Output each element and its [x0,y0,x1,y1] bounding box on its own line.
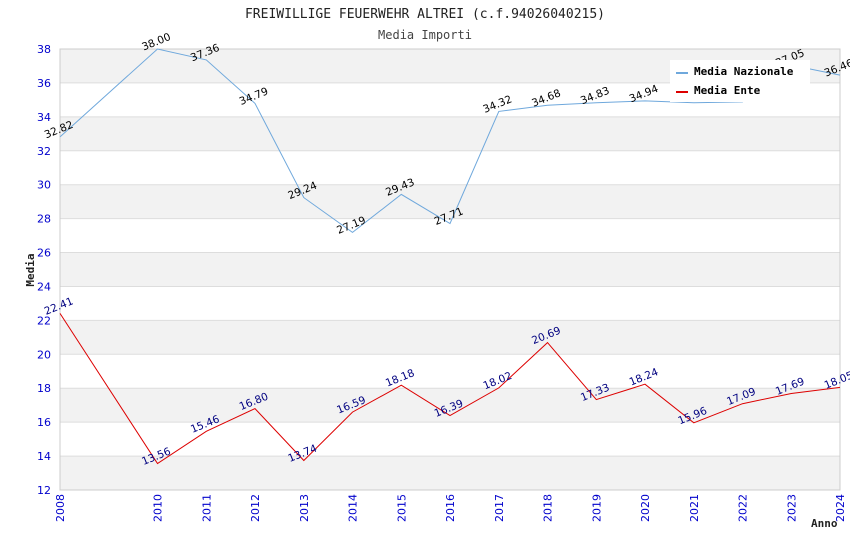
x-tick-label: 2016 [444,494,457,522]
x-tick-label: 2021 [688,494,701,522]
data-label: 18.24 [628,366,661,389]
y-tick-label: 36 [37,77,51,90]
y-tick-label: 34 [37,111,51,124]
grid-band [60,116,840,151]
y-tick-label: 32 [37,145,51,158]
y-axis-ticks: 12 14 16 18 20 22 24 26 28 30 32 34 36 38 [37,43,51,497]
x-tick-label: 2013 [298,494,311,522]
grid-bands [60,49,840,490]
y-tick-label: 28 [37,213,51,226]
x-tick-label: 2019 [590,494,603,522]
y-tick-label: 26 [37,247,51,260]
x-tick-label: 2011 [200,494,213,522]
y-tick-label: 22 [37,314,51,327]
x-tick-label: 2024 [834,494,847,522]
chart-title: FREIWILLIGE FEUERWEHR ALTREI (c.f.940260… [245,7,605,22]
legend-box [670,60,810,102]
grid-band [60,320,840,355]
data-label: 34.83 [579,85,611,107]
y-tick-label: 18 [37,382,51,395]
x-axis-ticks: 2008 2010 2011 2012 2013 2014 2015 2016 2017 2018… [54,494,847,522]
x-tick-label: 2012 [249,494,262,522]
data-label: 34.94 [628,83,661,106]
x-tick-label: 2015 [395,494,408,522]
x-tick-label: 2020 [639,494,652,522]
x-axis-label: Anno [811,517,838,530]
data-label: 34.68 [530,87,562,109]
y-tick-label: 38 [37,43,51,56]
x-tick-label: 2022 [737,494,750,522]
x-tick-label: 2014 [347,494,360,522]
grid-band [60,184,840,219]
grid-band [60,456,840,490]
data-label: 34.32 [481,93,513,115]
x-tick-label: 2023 [785,494,798,522]
x-tick-label: 2010 [152,494,165,522]
y-tick-label: 20 [37,348,51,361]
y-tick-label: 16 [37,416,51,429]
plot-frame [59,48,841,491]
series-lines [59,48,841,465]
y-tick-label: 24 [37,280,51,293]
chart-subtitle: Media Importi [378,28,472,42]
data-label: 34.79 [238,85,270,107]
legend: Media Nazionale Media Ente [670,60,810,102]
data-label: 22.41 [43,295,75,317]
x-tick-label: 2018 [542,494,555,522]
y-tick-label: 12 [37,484,51,497]
legend-label-nazionale: Media Nazionale [694,65,794,78]
y-tick-label: 30 [37,179,51,192]
x-tick-label: 2008 [54,494,67,522]
series-line [59,313,841,465]
series-line [59,48,841,234]
y-tick-label: 14 [37,450,51,463]
x-tick-label: 2017 [493,494,506,522]
legend-label-ente: Media Ente [694,84,761,97]
y-axis-label: Media [24,253,37,286]
grid-band [60,252,840,287]
